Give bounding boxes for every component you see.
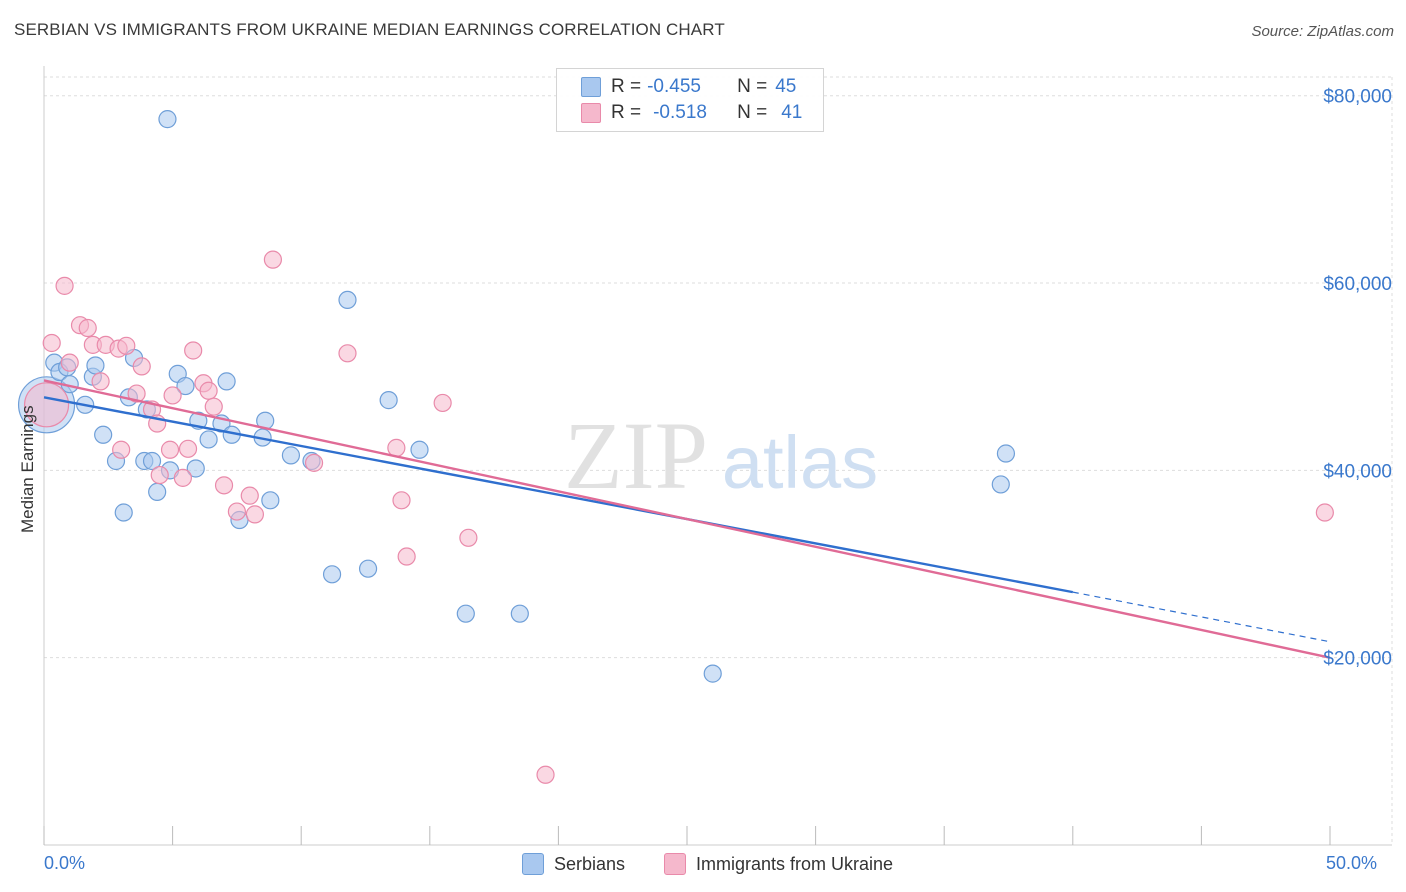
data-point <box>158 110 177 129</box>
data-point <box>176 376 195 396</box>
data-point <box>536 765 555 784</box>
data-point <box>94 425 113 444</box>
trend-line-serbians <box>43 396 1074 594</box>
bottom-legend-swatch-pink <box>664 853 686 875</box>
data-point <box>150 465 169 485</box>
axis-layer <box>43 66 1392 846</box>
data-point <box>86 356 105 375</box>
data-point <box>1315 503 1334 522</box>
legend-r-value: -0.518 <box>653 102 707 123</box>
x-tick-label-min: 0.0% <box>44 853 86 873</box>
data-point <box>184 341 203 360</box>
data-point <box>199 430 218 449</box>
data-point <box>392 491 411 510</box>
legend-r-label: R = <box>611 76 642 97</box>
data-point <box>322 565 342 584</box>
data-point <box>23 382 70 428</box>
data-point <box>127 384 146 403</box>
data-point <box>456 604 475 623</box>
data-point <box>703 664 722 683</box>
data-point <box>217 372 236 391</box>
trend-line-ukraine <box>43 379 1331 659</box>
data-point <box>204 397 223 416</box>
data-point <box>163 386 182 405</box>
data-point <box>142 451 162 471</box>
data-point <box>60 353 79 372</box>
data-point <box>227 502 246 521</box>
data-point <box>261 491 280 510</box>
data-point <box>996 444 1016 463</box>
bottom-legend-label: Immigrants from Ukraine <box>696 853 894 874</box>
x-tick-label-max: 50.0% <box>1326 853 1378 873</box>
data-point <box>245 505 265 524</box>
series-ukraine-points <box>23 250 1334 784</box>
chart-title: SERBIAN VS IMMIGRANTS FROM UKRAINE MEDIA… <box>14 20 725 39</box>
watermark-atlas: atlas <box>722 421 878 504</box>
legend-row-serbians: R = -0.455 N = 45 <box>581 75 796 99</box>
data-point <box>281 446 301 465</box>
legend-swatch-pink <box>581 103 601 123</box>
trend-lines <box>43 379 1331 659</box>
trend-line-serbians-extension <box>1072 591 1331 643</box>
grid-layer <box>44 76 1393 845</box>
data-point <box>379 391 398 410</box>
bottom-legend-ukraine: Immigrants from Ukraine <box>664 852 893 876</box>
data-point <box>410 440 429 459</box>
data-point <box>387 438 406 457</box>
data-point <box>433 393 452 413</box>
legend-r-label: R = <box>611 102 642 123</box>
watermark: ZIP atlas <box>564 402 878 509</box>
data-point <box>397 547 416 566</box>
y-tick-label: $60,000 <box>1323 274 1392 295</box>
data-point <box>91 372 110 391</box>
y-tick-label: $40,000 <box>1323 461 1392 482</box>
data-point <box>338 344 357 363</box>
bottom-legend-serbians: Serbians <box>522 852 625 876</box>
legend-n-label: N = <box>737 102 768 123</box>
data-point <box>240 486 259 505</box>
data-point <box>510 604 529 623</box>
legend-n-value: 41 <box>781 102 803 123</box>
y-axis-label: Median Earnings <box>18 405 37 533</box>
data-point <box>148 482 167 502</box>
data-point <box>304 453 324 472</box>
watermark-zip: ZIP <box>564 402 708 509</box>
data-point <box>214 476 234 495</box>
data-point <box>263 250 283 269</box>
data-point <box>42 333 61 353</box>
legend-swatch-blue <box>581 77 601 97</box>
data-point <box>186 459 205 478</box>
legend-n-value: 45 <box>775 76 797 97</box>
data-point <box>55 276 74 295</box>
data-point <box>132 357 151 376</box>
data-point <box>112 440 131 459</box>
source-credit: Source: ZipAtlas.com <box>1251 23 1394 40</box>
bottom-legend-label: Serbians <box>554 853 626 874</box>
data-point <box>358 559 378 578</box>
data-point <box>199 381 218 400</box>
y-tick-label: $20,000 <box>1323 649 1392 670</box>
data-point <box>178 439 198 458</box>
data-point <box>459 528 478 547</box>
legend-r-value: -0.455 <box>647 76 701 97</box>
correlation-legend: R = -0.455 N = 45 R = -0.518 N = 41 <box>556 68 824 132</box>
data-point <box>173 468 192 487</box>
legend-n-label: N = <box>737 76 768 97</box>
data-point <box>991 475 1010 494</box>
data-point <box>338 290 357 310</box>
y-tick-labels: $20,000 $40,000 $60,000 $80,000 <box>1323 87 1392 670</box>
data-point <box>160 440 180 459</box>
bottom-legend-swatch-blue <box>522 853 544 875</box>
data-point <box>78 318 97 338</box>
legend-row-ukraine: R = -0.518 N = 41 <box>581 101 802 125</box>
data-point <box>114 503 133 522</box>
data-point <box>117 336 136 355</box>
y-tick-label: $80,000 <box>1323 87 1392 108</box>
